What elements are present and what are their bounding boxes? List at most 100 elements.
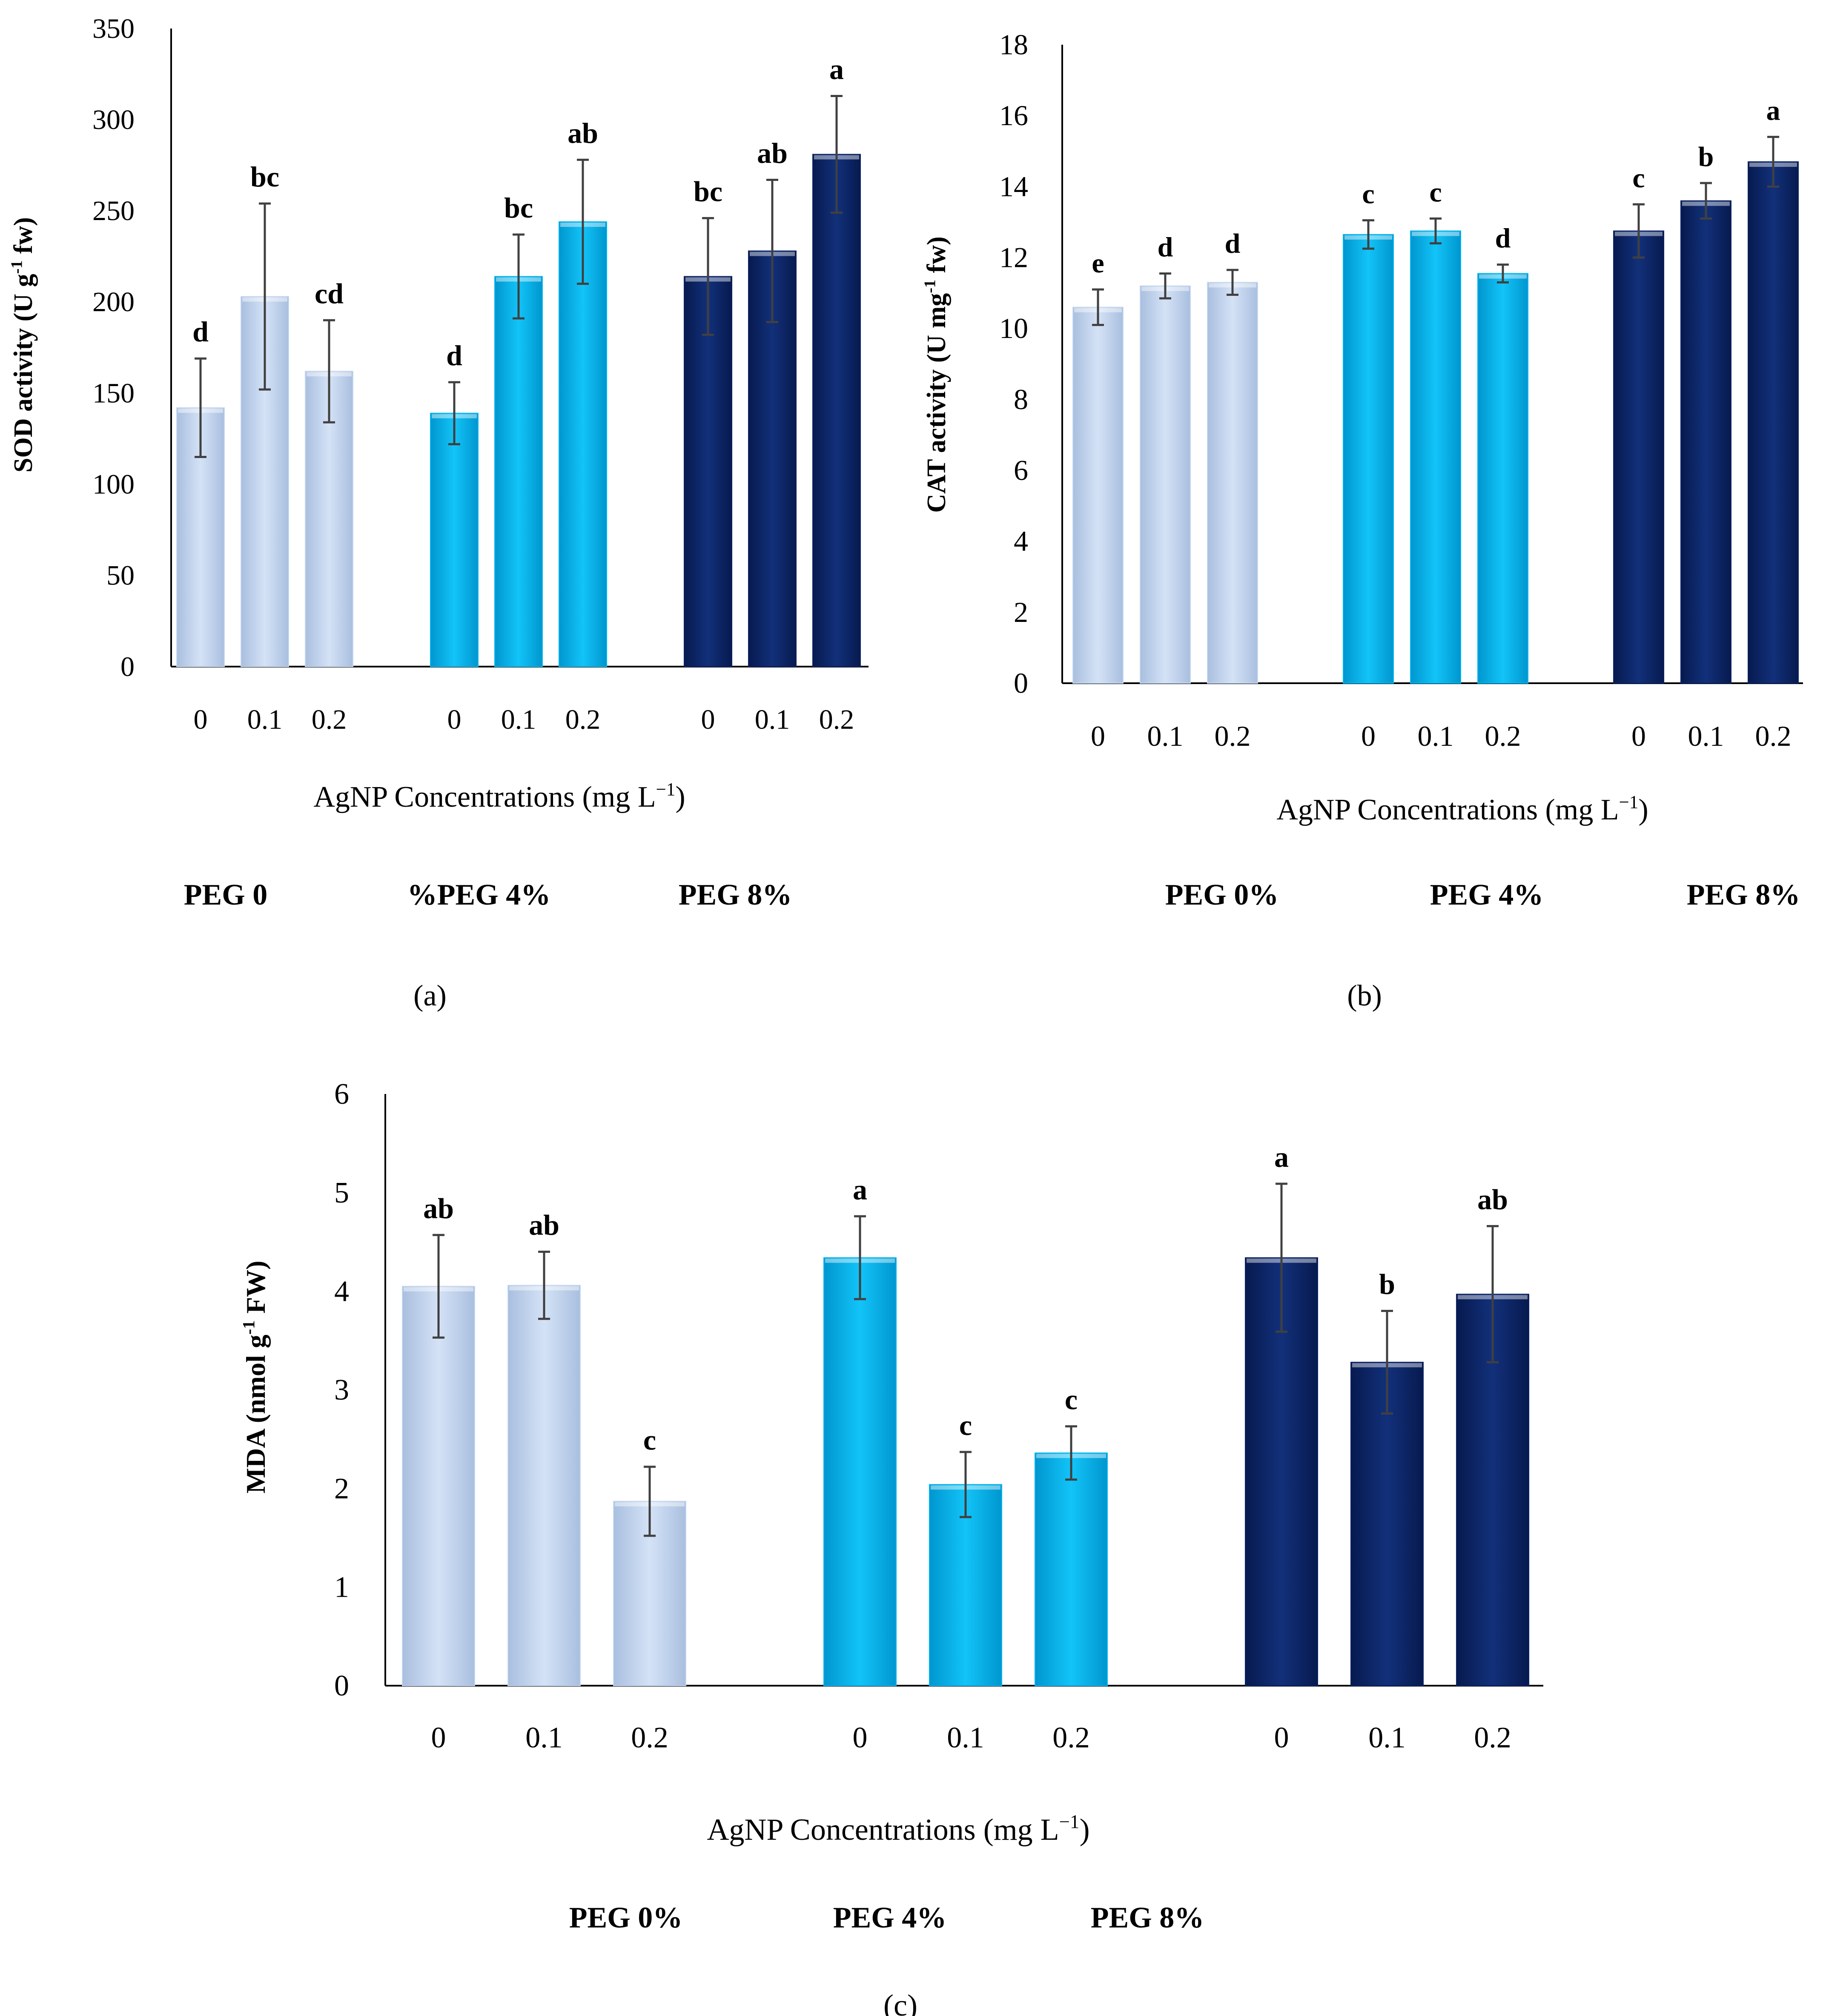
x-tick-label: 0.1 — [1688, 720, 1724, 752]
x-tick-label: 0.2 — [631, 1721, 668, 1754]
x-tick-label: 0 — [701, 704, 715, 735]
y-axis-label: MDA (nmol g-1 FW) — [239, 1260, 271, 1493]
significance-letter: c — [1632, 163, 1645, 194]
x-tick-label: 0.2 — [819, 704, 854, 735]
panel-label: (b) — [1347, 979, 1382, 1012]
chart-panel-c: 0 1 2 3 4 5 6 ab 0 ab 0.1 c 0.2 a 0 c 0.1 c 0.2 a 0 b 0.1 ab 0.2… — [239, 1078, 1543, 2016]
y-axis-label-superscript: -1 — [8, 261, 26, 274]
significance-letter: cd — [315, 277, 344, 309]
y-tick-label: 4 — [1014, 525, 1028, 557]
significance-letter: ab — [529, 1209, 559, 1241]
bar — [1072, 306, 1124, 684]
y-axis-label-text-end: FW) — [241, 1260, 271, 1320]
x-axis-label-text: AgNP Concentrations (mg L — [1276, 793, 1619, 826]
y-tick-label: 200 — [92, 286, 135, 318]
group-label: PEG 0 — [184, 879, 267, 911]
x-tick-label: 0.2 — [1052, 1721, 1090, 1754]
panel-label: (a) — [413, 979, 447, 1012]
y-axis-label-text: CAT activity (U mg — [922, 293, 951, 513]
x-tick-label: 0 — [431, 1721, 446, 1754]
significance-letter: ab — [757, 137, 788, 169]
group-label: PEG 4% — [1430, 879, 1543, 911]
x-axis-label-superscript: −1 — [1059, 1811, 1080, 1833]
x-tick-label: 0.1 — [755, 704, 790, 735]
bar — [823, 1257, 897, 1686]
significance-letter: ab — [423, 1192, 454, 1224]
x-tick-label: 0.2 — [1474, 1721, 1511, 1754]
y-tick-label: 6 — [1014, 454, 1028, 486]
significance-letter: d — [1158, 232, 1173, 263]
group-label: PEG 8% — [679, 879, 792, 911]
bar — [1477, 273, 1528, 684]
x-axis-label-superscript: −1 — [656, 779, 676, 799]
bar — [1350, 1362, 1424, 1686]
x-axis-label-superscript: −1 — [1619, 792, 1639, 812]
significance-letter: a — [829, 53, 844, 85]
bar — [1613, 230, 1664, 684]
significance-letter: ab — [1477, 1183, 1508, 1215]
y-tick-label: 3 — [334, 1374, 349, 1406]
bar — [559, 221, 607, 667]
significance-letter: d — [446, 339, 462, 372]
y-axis-label-superscript: -1 — [239, 1320, 258, 1334]
x-axis-label: AgNP Concentrations (mg L−1) — [313, 779, 685, 813]
y-axis-label-superscript: -1 — [921, 280, 939, 293]
x-tick-label: 0 — [194, 704, 208, 735]
y-tick-label: 16 — [999, 99, 1028, 132]
significance-letter: a — [1274, 1141, 1289, 1173]
x-axis-label: AgNP Concentrations (mg L−1) — [1276, 792, 1648, 826]
significance-letter: bc — [504, 192, 533, 224]
x-tick-label: 0.1 — [501, 704, 536, 735]
x-tick-label: 0.2 — [1755, 720, 1792, 752]
group-label: %PEG 4% — [407, 879, 550, 911]
significance-letter: a — [1766, 95, 1780, 126]
bar — [1410, 230, 1461, 684]
significance-letter: d — [1495, 223, 1511, 254]
y-tick-label: 250 — [92, 195, 135, 226]
x-tick-label: 0.1 — [947, 1721, 984, 1754]
significance-letter: c — [643, 1424, 656, 1456]
x-axis-label-text-end: ) — [1080, 1813, 1090, 1847]
bar — [812, 154, 861, 667]
bar — [430, 412, 479, 667]
chart-panel-b: 0 2 4 6 8 10 12 14 16 18 e 0 d 0.1 d 0.2 c 0 c 0.1 d 0.2 c 0 b 0.… — [921, 28, 1803, 1012]
significance-letter: a — [853, 1173, 867, 1206]
bar — [1035, 1452, 1108, 1686]
x-tick-label: 0.1 — [1418, 720, 1454, 752]
bar — [494, 276, 543, 667]
y-axis-label-text: SOD activity (U g — [9, 274, 38, 472]
y-tick-label: 50 — [106, 560, 135, 591]
significance-letter: bc — [250, 160, 279, 193]
x-axis-label: AgNP Concentrations (mg L−1) — [707, 1811, 1089, 1847]
significance-letter: b — [1698, 141, 1714, 172]
x-axis-label-text: AgNP Concentrations (mg L — [707, 1813, 1059, 1847]
y-axis-label: CAT activity (U mg-1 fw) — [921, 236, 951, 513]
group-label: PEG 8% — [1091, 1901, 1204, 1934]
y-axis-label: SOD activity (U g-1 fw) — [8, 217, 38, 472]
bar — [507, 1285, 581, 1686]
bar — [1680, 200, 1731, 684]
y-tick-label: 2 — [1014, 596, 1028, 628]
significance-letter: b — [1379, 1268, 1395, 1300]
x-tick-label: 0 — [853, 1721, 868, 1754]
y-tick-label: 8 — [1014, 383, 1028, 415]
significance-letter: bc — [694, 175, 722, 207]
x-tick-label: 0 — [1361, 720, 1376, 752]
y-axis-label-text-end: fw) — [9, 217, 38, 261]
bar — [1207, 282, 1258, 684]
significance-letter: c — [1065, 1383, 1078, 1416]
y-tick-label: 12 — [999, 241, 1028, 273]
y-tick-label: 100 — [92, 469, 135, 500]
group-label: PEG 0% — [1165, 879, 1278, 911]
y-tick-label: 350 — [92, 13, 135, 44]
panel-label: (c) — [883, 1988, 917, 2016]
x-tick-label: 0.2 — [312, 704, 347, 735]
x-axis-label-text-end: ) — [1638, 793, 1648, 826]
x-tick-label: 0.2 — [565, 704, 601, 735]
y-axis-label-text-end: fw) — [922, 236, 951, 280]
significance-letter: e — [1092, 248, 1104, 279]
significance-letter: c — [1429, 177, 1442, 208]
bar — [1140, 285, 1191, 684]
group-label: PEG 0% — [569, 1901, 682, 1934]
